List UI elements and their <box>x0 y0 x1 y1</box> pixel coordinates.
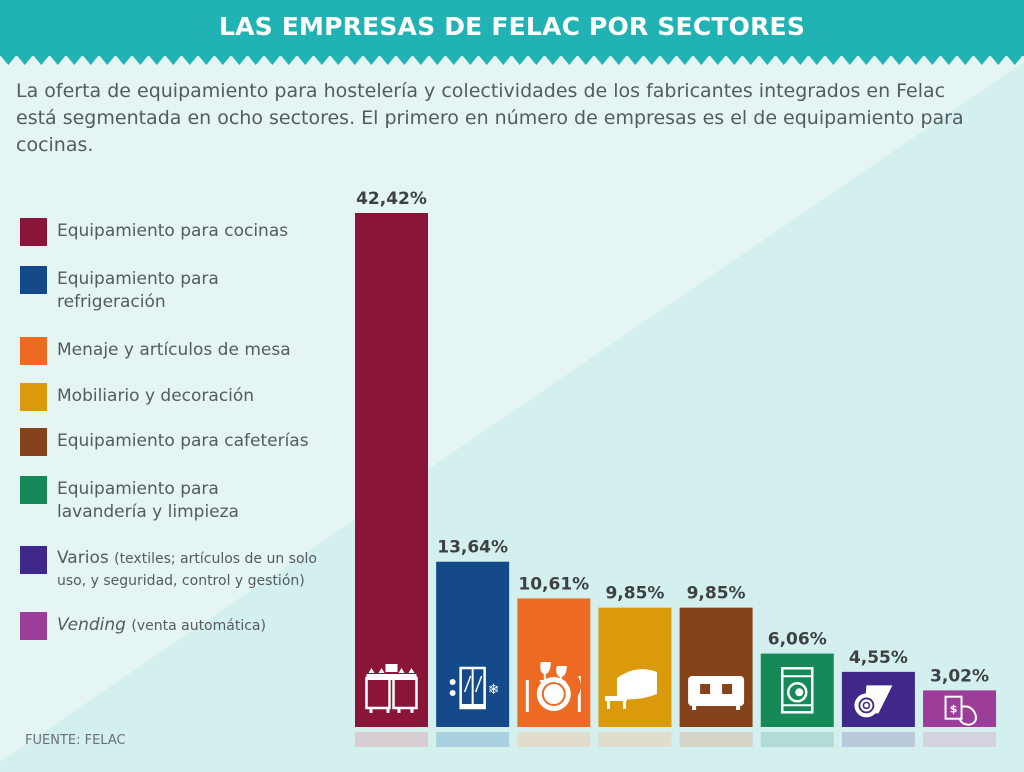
legend-label: Equipamiento para cafeterías <box>57 431 309 451</box>
legend-swatch <box>20 337 47 365</box>
intro-text: La oferta de equipamiento para hostelerí… <box>16 80 964 156</box>
bar-shadow <box>841 732 915 747</box>
legend-label: Equipamiento para lavandería y limpieza <box>57 479 239 522</box>
bar-4 <box>598 607 672 727</box>
legend-swatch <box>20 546 47 574</box>
svg-text:❄: ❄ <box>488 682 500 698</box>
bar-shadow <box>517 732 591 747</box>
legend-item-refrigeracion: Equipamiento para refrigeración <box>20 266 257 314</box>
legend-label: Menaje y artículos de mesa <box>57 340 291 360</box>
page-title: LAS EMPRESAS DE FELAC POR SECTORES <box>218 12 806 41</box>
bar-value-label: 3,02% <box>930 666 989 686</box>
legend-swatch <box>20 476 47 504</box>
sofa-icon <box>604 669 657 709</box>
tableware-icon <box>525 662 581 712</box>
bar-shadow <box>355 732 428 747</box>
bar-value-label: 6,06% <box>768 630 827 650</box>
vending-payment-icon: $ <box>944 695 977 726</box>
legend-label: Varios (textiles; artículos de un solo u… <box>57 548 347 592</box>
washing-machine-icon <box>781 667 814 714</box>
legend-label-note: (textiles; artículos de un solo uso, y s… <box>57 551 317 589</box>
bar-value-label: 4,55% <box>849 648 908 668</box>
bar-shadow <box>923 732 997 747</box>
legend-label-main: Varios <box>57 548 109 568</box>
bar-value-label: 9,85% <box>605 584 664 604</box>
legend-swatch <box>20 428 47 456</box>
legend-item-cocinas: Equipamiento para cocinas <box>20 218 288 246</box>
legend-swatch <box>20 612 47 640</box>
coffee-machine-icon <box>688 676 745 710</box>
zigzag-border <box>0 55 1024 65</box>
legend-item-varios: Varios (textiles; artículos de un solo u… <box>20 546 347 592</box>
legend-item-mobiliario: Mobiliario y decoración <box>20 383 254 411</box>
textile-roll-icon <box>854 685 893 718</box>
legend-label: Equipamiento para cocinas <box>57 221 289 241</box>
legend-item-menaje: Menaje y artículos de mesa <box>20 337 291 365</box>
bar-shadow <box>436 732 510 747</box>
bar-shadow <box>679 732 753 747</box>
bar-shadow <box>598 732 672 747</box>
bar-1 <box>355 213 428 727</box>
bar-shadow <box>760 732 834 747</box>
source-note: FUENTE: FELAC <box>25 733 126 748</box>
legend-label-main: Vending <box>57 615 126 635</box>
legend-swatch <box>20 218 47 246</box>
legend-swatch <box>20 383 47 411</box>
stove-icon <box>365 664 418 713</box>
bar-5 <box>679 607 753 727</box>
svg-text:$: $ <box>950 703 958 716</box>
bar-value-label: 13,64% <box>437 538 508 558</box>
legend-item-lavanderia: Equipamiento para lavandería y limpieza <box>20 476 277 524</box>
legend-label: Equipamiento para refrigeración <box>57 269 219 312</box>
header-banner <box>0 0 1024 56</box>
bar-value-label: 42,42% <box>356 189 427 209</box>
legend-label-note: (venta automática) <box>131 618 266 634</box>
bar-value-label: 10,61% <box>518 574 589 594</box>
legend-item-cafeterias: Equipamiento para cafeterías <box>20 428 309 456</box>
bar-value-label: 9,85% <box>687 584 746 604</box>
legend-label: Mobiliario y decoración <box>57 386 255 406</box>
refrigerator-icon: ❄ <box>449 666 500 710</box>
legend-swatch <box>20 266 47 294</box>
legend-item-vending: Vending (venta automática) <box>20 612 266 640</box>
legend-label: Vending (venta automática) <box>57 614 266 638</box>
